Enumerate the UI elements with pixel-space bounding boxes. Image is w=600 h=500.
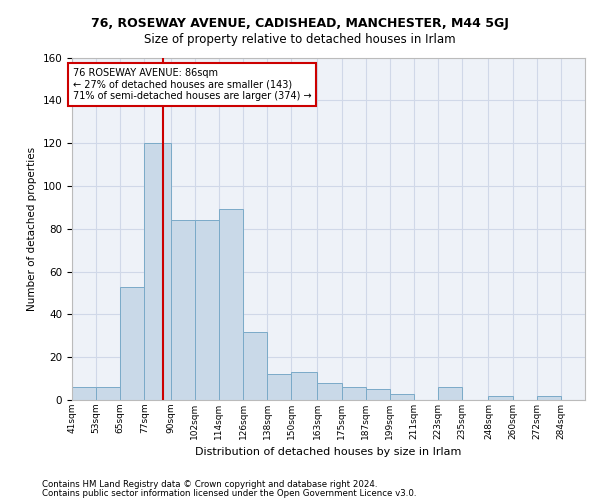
Bar <box>537 396 561 400</box>
Bar <box>341 387 366 400</box>
Bar <box>488 396 512 400</box>
Bar <box>243 332 267 400</box>
Bar <box>145 143 170 400</box>
Bar <box>267 374 291 400</box>
Bar <box>438 387 462 400</box>
Y-axis label: Number of detached properties: Number of detached properties <box>27 146 37 311</box>
Text: Contains public sector information licensed under the Open Government Licence v3: Contains public sector information licen… <box>42 489 416 498</box>
Bar <box>317 383 341 400</box>
Text: Contains HM Land Registry data © Crown copyright and database right 2024.: Contains HM Land Registry data © Crown c… <box>42 480 377 489</box>
Bar <box>390 394 414 400</box>
Text: Size of property relative to detached houses in Irlam: Size of property relative to detached ho… <box>144 32 456 46</box>
Bar <box>366 390 390 400</box>
Bar <box>96 387 120 400</box>
Bar <box>72 387 96 400</box>
Bar <box>291 372 317 400</box>
Text: 76, ROSEWAY AVENUE, CADISHEAD, MANCHESTER, M44 5GJ: 76, ROSEWAY AVENUE, CADISHEAD, MANCHESTE… <box>91 18 509 30</box>
Bar <box>195 220 219 400</box>
X-axis label: Distribution of detached houses by size in Irlam: Distribution of detached houses by size … <box>196 448 461 458</box>
Bar <box>219 210 243 400</box>
Bar <box>170 220 195 400</box>
Bar <box>120 286 145 400</box>
Text: 76 ROSEWAY AVENUE: 86sqm
← 27% of detached houses are smaller (143)
71% of semi-: 76 ROSEWAY AVENUE: 86sqm ← 27% of detach… <box>73 68 311 102</box>
